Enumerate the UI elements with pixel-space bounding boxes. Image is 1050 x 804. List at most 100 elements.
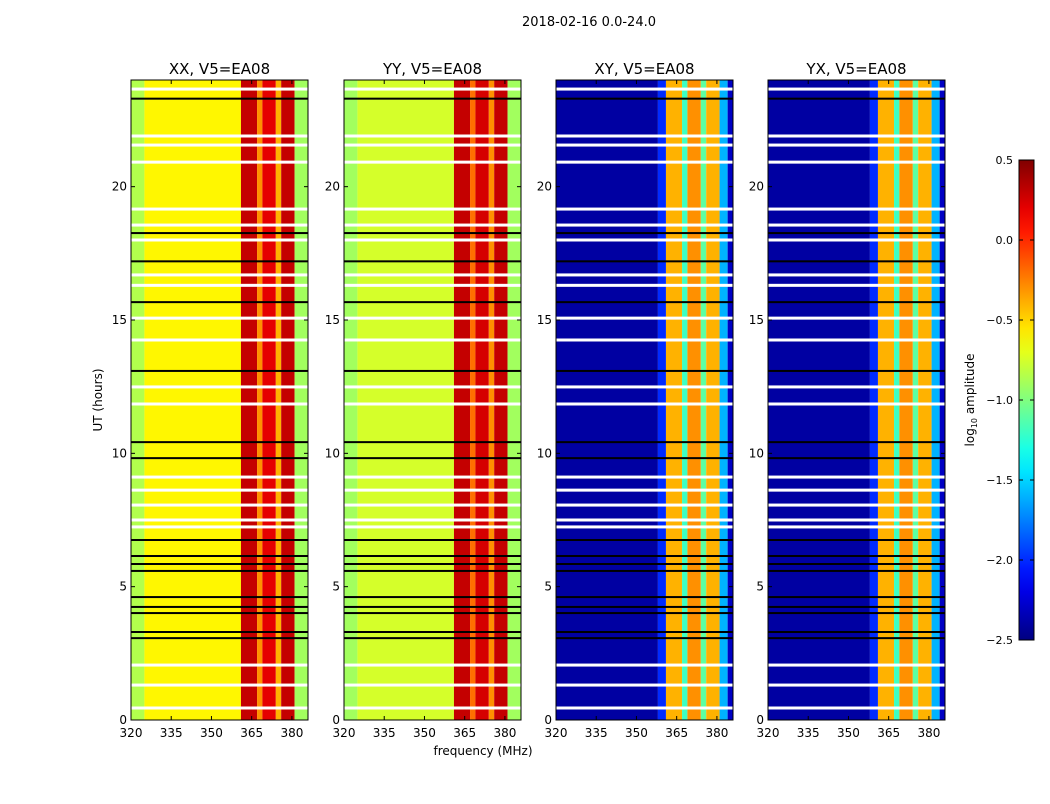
flag-line-black <box>768 555 945 557</box>
x-tick-label: 380 <box>493 726 516 740</box>
flag-line-white <box>768 283 945 287</box>
flag-line-white <box>556 316 733 320</box>
flag-line-white <box>131 283 308 287</box>
flag-line-black <box>131 563 308 565</box>
panel-title: XX, V5=EA08 <box>169 60 270 78</box>
x-tick-label: 380 <box>917 726 940 740</box>
heatmap-band <box>894 80 900 720</box>
flag-line-black <box>344 555 521 557</box>
y-tick-label: 20 <box>537 180 552 194</box>
panel-0: XX, V5=EA08 320 335 350 365 380 0 5 10 15 20 <box>112 60 309 740</box>
flag-line-white <box>768 238 945 242</box>
flag-line-white <box>344 87 521 91</box>
panel-3: YX, V5=EA08 320 335 350 365 380 0 5 10 15 20 <box>749 60 946 740</box>
flag-line-black <box>768 596 945 599</box>
flag-line-black <box>556 612 733 615</box>
flag-line-white <box>131 518 308 522</box>
flag-line-black <box>344 457 521 460</box>
flag-line-black <box>768 369 945 372</box>
flag-line-white <box>131 706 308 710</box>
flag-line-white <box>131 207 308 211</box>
colorbar-label: log10 amplitude <box>963 354 979 447</box>
flag-line-white <box>344 134 521 138</box>
flag-line-black <box>556 232 733 235</box>
flag-line-white <box>131 273 308 277</box>
flag-line-black <box>344 539 521 541</box>
x-tick-label: 335 <box>373 726 396 740</box>
flag-line-white <box>344 316 521 320</box>
flag-line-black <box>768 637 945 640</box>
heatmap-band <box>665 80 683 720</box>
flag-line-white <box>344 143 521 147</box>
flag-line-white <box>344 238 521 242</box>
panel-2: XY, V5=EA08 320 335 350 365 380 0 5 10 15 20 <box>537 60 734 740</box>
flag-line-white <box>768 683 945 687</box>
flag-line-white <box>768 475 945 479</box>
suptitle: 2018-02-16 0.0-24.0 <box>522 15 656 30</box>
flag-line-white <box>556 518 733 522</box>
y-axis-label: UT (hours) <box>91 368 105 431</box>
flag-line-black <box>344 612 521 615</box>
heatmap-band <box>727 80 733 720</box>
flag-line-white <box>344 706 521 710</box>
flag-line-black <box>556 555 733 557</box>
axes-frame <box>767 79 946 721</box>
flag-line-black <box>131 369 308 372</box>
y-tick-label: 0 <box>119 713 127 727</box>
flag-line-black <box>131 637 308 640</box>
y-tick-label: 0 <box>332 713 340 727</box>
flag-line-white <box>556 683 733 687</box>
flag-line-white <box>344 160 521 164</box>
flag-line-white <box>768 488 945 492</box>
flag-line-white <box>131 402 308 406</box>
flag-line-black <box>768 232 945 235</box>
flag-line-black <box>344 563 521 565</box>
flag-line-white <box>344 338 521 342</box>
flag-line-black <box>344 605 521 608</box>
heatmap-band <box>768 80 870 720</box>
flag-line-white <box>768 518 945 522</box>
x-tick-label: 320 <box>545 726 568 740</box>
flag-line-black <box>768 631 945 633</box>
flag-line-white <box>131 385 308 389</box>
flag-line-black <box>556 301 733 304</box>
flag-line-black <box>768 569 945 572</box>
flag-line-black <box>344 301 521 304</box>
y-tick-label: 10 <box>325 446 340 460</box>
x-tick-label: 335 <box>160 726 183 740</box>
y-tick-label: 10 <box>749 446 764 460</box>
flag-line-white <box>768 134 945 138</box>
flag-line-black <box>131 612 308 615</box>
y-tick-label: 20 <box>749 180 764 194</box>
flag-line-black <box>768 97 945 100</box>
flag-line-black <box>131 260 308 263</box>
y-tick-label: 15 <box>537 313 552 327</box>
flag-line-white <box>768 503 945 507</box>
x-axis-label: frequency (MHz) <box>433 744 532 758</box>
flag-line-white <box>768 207 945 211</box>
x-tick-label: 380 <box>280 726 303 740</box>
flag-line-white <box>344 273 521 277</box>
axes-frame <box>555 79 734 721</box>
flag-line-white <box>556 273 733 277</box>
flag-line-white <box>556 385 733 389</box>
flag-line-black <box>131 569 308 572</box>
flag-line-black <box>556 441 733 444</box>
panel-1: YY, V5=EA08 320 335 350 365 380 0 5 10 15 20 <box>325 60 522 740</box>
flag-line-white <box>131 683 308 687</box>
x-tick-label: 350 <box>200 726 223 740</box>
x-tick-label: 320 <box>757 726 780 740</box>
axes-frame <box>130 79 309 721</box>
flag-line-white <box>768 402 945 406</box>
heatmap-band <box>144 80 241 720</box>
flag-line-white <box>556 143 733 147</box>
flag-line-white <box>344 525 521 529</box>
flag-line-white <box>131 475 308 479</box>
x-tick-label: 365 <box>453 726 476 740</box>
y-tick-label: 10 <box>537 446 552 460</box>
flag-line-black <box>344 232 521 235</box>
y-tick-label: 15 <box>749 313 764 327</box>
flag-line-black <box>556 596 733 599</box>
x-tick-label: 350 <box>837 726 860 740</box>
heatmap-band <box>357 80 454 720</box>
